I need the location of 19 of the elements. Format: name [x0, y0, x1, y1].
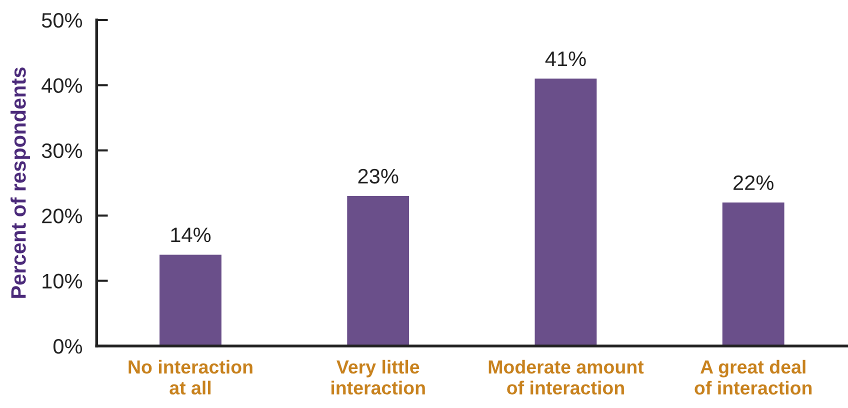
y-axis-title: Percent of respondents — [10, 67, 30, 298]
y-tick-label: 10% — [42, 274, 82, 289]
data-label: 41% — [545, 52, 586, 66]
y-tick-label: 50% — [42, 12, 82, 28]
y-tick-label: 30% — [42, 143, 82, 158]
data-label: 14% — [171, 228, 211, 242]
bar — [347, 196, 410, 346]
data-label: 23% — [358, 168, 398, 184]
bar — [160, 254, 222, 346]
x-tick-label: A great deal of interaction — [694, 360, 812, 395]
x-tick-label: No interaction at all — [128, 360, 252, 395]
x-tick-label: Very little interaction — [331, 360, 425, 395]
y-tick-label: 40% — [42, 78, 82, 93]
y-tick-label: 0% — [53, 338, 82, 354]
y-tick-label: 20% — [42, 208, 82, 224]
data-label: 22% — [734, 175, 774, 190]
x-tick-label: Moderate amount of interaction — [488, 360, 644, 395]
bar — [534, 78, 597, 346]
bar — [722, 202, 784, 346]
